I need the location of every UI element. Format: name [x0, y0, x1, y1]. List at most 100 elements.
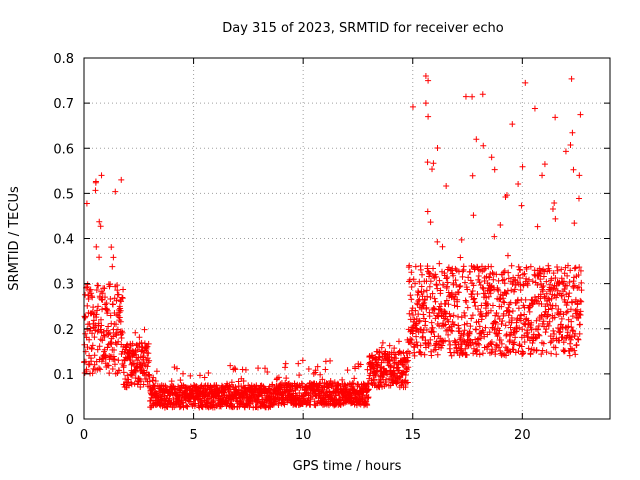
data-point: [393, 355, 400, 362]
data-point: [282, 360, 289, 367]
data-point: [501, 299, 508, 306]
data-point: [264, 369, 271, 376]
data-point: [440, 281, 447, 288]
data-point: [349, 380, 356, 387]
data-point: [572, 351, 579, 358]
data-point: [91, 352, 98, 359]
data-point: [465, 274, 472, 281]
data-point: [406, 276, 413, 283]
data-point: [474, 340, 481, 347]
data-point: [115, 291, 122, 298]
data-point: [455, 325, 462, 332]
data-point: [114, 282, 121, 289]
data-point: [481, 266, 488, 273]
data-point: [196, 372, 203, 379]
data-point: [459, 273, 466, 280]
data-point: [421, 299, 428, 306]
data-point: [177, 377, 184, 384]
data-point: [574, 301, 581, 308]
data-point: [113, 329, 120, 336]
data-point: [464, 304, 471, 311]
data-point: [446, 310, 453, 317]
data-point: [391, 345, 398, 352]
data-point: [118, 334, 125, 341]
data-point: [489, 302, 496, 309]
data-point: [419, 271, 426, 278]
data-point: [428, 319, 435, 326]
data-point: [498, 303, 505, 310]
data-point: [89, 370, 96, 377]
data-point: [439, 243, 446, 250]
data-point: [430, 265, 437, 272]
data-point: [498, 340, 505, 347]
data-point: [473, 326, 480, 333]
data-point: [422, 318, 429, 325]
data-point: [549, 206, 556, 213]
data-point: [567, 267, 574, 274]
data-point: [131, 380, 138, 387]
data-point: [533, 317, 540, 324]
data-point: [98, 172, 105, 179]
data-point: [88, 345, 95, 352]
y-tick-label: 0.3: [53, 278, 74, 293]
data-point: [470, 296, 477, 303]
data-point: [537, 270, 544, 277]
data-point: [109, 301, 116, 308]
data-point: [118, 176, 125, 183]
data-point: [469, 339, 476, 346]
data-point: [93, 311, 100, 318]
data-point: [454, 303, 461, 310]
data-point: [227, 400, 234, 407]
data-point: [557, 308, 564, 315]
data-point: [322, 366, 329, 373]
data-point: [445, 264, 452, 271]
data-point: [128, 381, 135, 388]
data-point: [518, 202, 525, 209]
data-point: [559, 333, 566, 340]
data-point: [459, 268, 466, 275]
data-point: [144, 363, 151, 370]
data-point: [507, 324, 514, 331]
data-point: [283, 375, 290, 382]
data-point: [455, 289, 462, 296]
data-point: [547, 281, 554, 288]
data-point: [486, 329, 493, 336]
data-point: [103, 300, 110, 307]
data-point: [406, 350, 413, 357]
y-tick-label: 0.2: [53, 323, 74, 338]
data-point: [489, 346, 496, 353]
data-point: [415, 318, 422, 325]
data-point: [576, 264, 583, 271]
data-point: [540, 273, 547, 280]
data-point: [554, 267, 561, 274]
data-point: [573, 306, 580, 313]
data-point: [433, 282, 440, 289]
y-tick-label: 0.1: [53, 368, 74, 383]
data-point: [375, 353, 382, 360]
data-point: [468, 291, 475, 298]
data-point: [474, 346, 481, 353]
data-point: [426, 283, 433, 290]
data-point: [422, 73, 429, 80]
data-point: [116, 367, 123, 374]
data-point: [555, 280, 562, 287]
data-point: [420, 288, 427, 295]
y-tick-label: 0.6: [53, 142, 74, 157]
data-point: [529, 278, 536, 285]
data-point: [405, 364, 412, 371]
data-point: [476, 323, 483, 330]
y-tick-label: 0.7: [53, 97, 74, 112]
data-point: [521, 270, 528, 277]
data-point: [426, 271, 433, 278]
data-point: [462, 345, 469, 352]
data-point: [497, 222, 504, 229]
data-point: [482, 324, 489, 331]
data-point: [504, 252, 511, 259]
data-point: [464, 286, 471, 293]
data-point: [521, 311, 528, 318]
data-point: [89, 330, 96, 337]
data-point: [568, 318, 575, 325]
data-point: [511, 286, 518, 293]
data-point: [432, 271, 439, 278]
data-point: [464, 320, 471, 327]
